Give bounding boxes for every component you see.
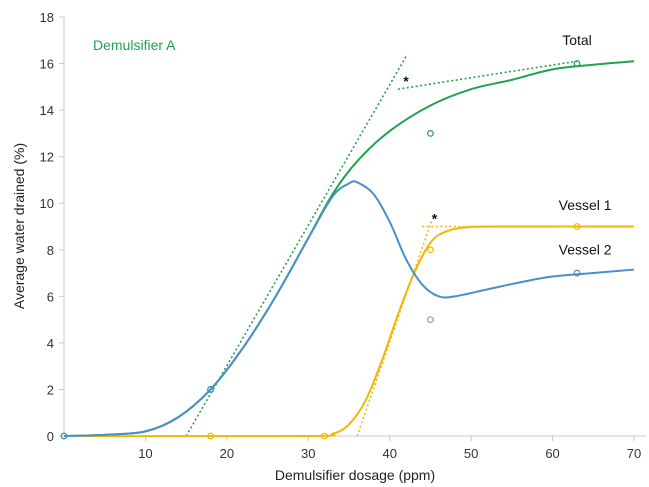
series-curves — [63, 60, 635, 438]
vessel-1-point — [321, 432, 328, 440]
total-curve — [63, 60, 635, 437]
y-tick-label: 16 — [40, 57, 54, 72]
x-tick-label: 60 — [545, 446, 559, 461]
vessel-2-point — [60, 432, 68, 440]
x-axis-label: Demulsifier dosage (ppm) — [275, 467, 435, 483]
vessel-1-point — [573, 223, 581, 230]
data-points — [60, 60, 581, 440]
total-tangent-line — [185, 56, 407, 437]
y-tick-label: 4 — [47, 336, 54, 351]
x-axis-ticks: 10 20 30 40 50 60 70 — [138, 436, 641, 461]
x-tick-label: 20 — [220, 446, 234, 461]
y-axis-ticks: 0 2 4 6 8 10 12 14 16 18 — [40, 10, 64, 444]
panel-label: Demulsifier A — [93, 37, 176, 53]
vessel-1-point — [427, 246, 434, 254]
x-tick-label: 40 — [382, 446, 396, 461]
vessel-2-point — [427, 316, 434, 324]
total-tangent-line — [397, 60, 578, 90]
y-tick-label: 8 — [47, 243, 54, 258]
vessel-2-point — [207, 386, 214, 393]
total-point — [573, 60, 581, 67]
vessel-1-curve — [63, 225, 634, 438]
vessel-2-point — [573, 269, 581, 277]
x-tick-label: 10 — [138, 446, 152, 461]
vessel-1-label: Vessel 1 — [559, 197, 612, 213]
x-tick-label: 30 — [301, 446, 315, 461]
y-tick-label: 0 — [47, 429, 54, 444]
tangent-lines — [185, 56, 578, 437]
total-asterisk: * — [403, 73, 409, 89]
vessel-1-tangent-line — [356, 219, 433, 437]
y-tick-label: 10 — [40, 196, 54, 211]
x-tick-label: 50 — [464, 446, 478, 461]
series-labels: * * Total Vessel 1 Vessel 2 — [403, 32, 612, 258]
total-point — [427, 129, 434, 137]
vessel-1-point — [207, 432, 214, 440]
x-tick-label: 70 — [627, 446, 641, 461]
y-axis-label: Average water drained (%) — [11, 143, 27, 309]
total-label: Total — [562, 32, 592, 48]
y-tick-label: 12 — [40, 150, 54, 165]
y-tick-label: 6 — [47, 289, 54, 304]
y-tick-label: 14 — [40, 103, 54, 118]
y-tick-label: 2 — [47, 382, 54, 397]
y-tick-label: 18 — [40, 10, 54, 25]
vessel-2-curve — [63, 180, 635, 437]
vessel-1-asterisk: * — [432, 211, 438, 227]
vessel-2-label: Vessel 2 — [559, 241, 612, 257]
